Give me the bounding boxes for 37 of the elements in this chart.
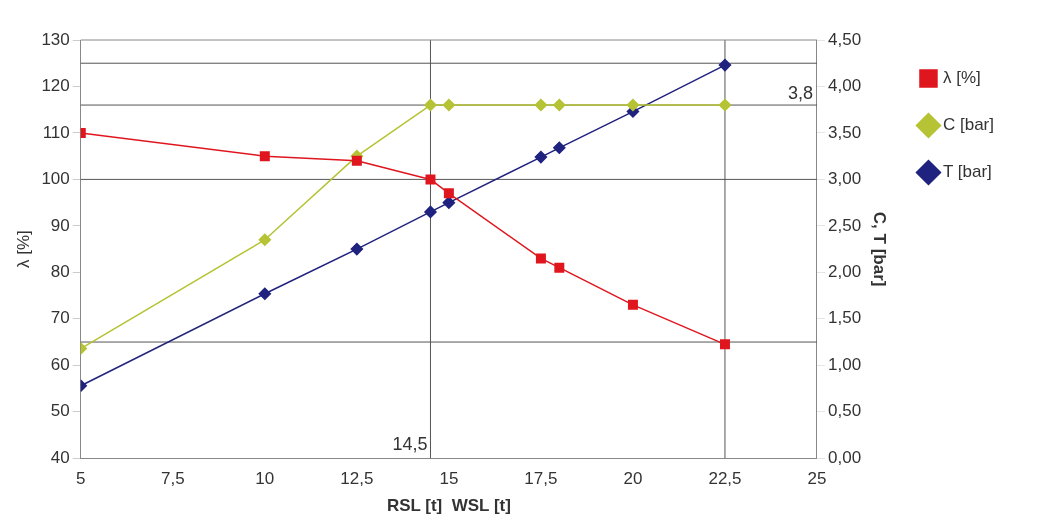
y2-tick-label: 0,00 — [828, 447, 862, 467]
y-tick-label: 100 — [41, 169, 70, 189]
y-tick-label: 80 — [50, 262, 70, 282]
x-tick-label: 10 — [255, 469, 275, 489]
x-tick-label: 25 — [807, 469, 827, 489]
y2-tick-label: 3,00 — [828, 169, 862, 189]
y-tick-label: 70 — [50, 308, 70, 328]
y-tick-label: 40 — [50, 447, 70, 467]
y2-tick-label: 1,50 — [828, 308, 862, 328]
ref-line-label: 14,5 — [392, 434, 428, 455]
y2-tick-label: 1,00 — [828, 354, 862, 374]
y-tick-label: 50 — [50, 401, 70, 421]
y2-tick-label: 4,00 — [828, 76, 862, 96]
x-tick-label: 7,5 — [160, 469, 185, 489]
y2-tick-label: 0,50 — [828, 401, 862, 421]
y2-tick-label: 2,00 — [828, 262, 862, 282]
y-axis-title: λ [%] — [13, 230, 33, 268]
x-tick-label: 22,5 — [708, 469, 742, 489]
x-tick-label: 15 — [439, 469, 459, 489]
x-tick-label: 5 — [76, 469, 86, 489]
legend-label: λ [%] — [942, 68, 981, 88]
x-axis-title: RSL [t] WSL [t] — [386, 496, 511, 516]
x-tick-label: 12,5 — [340, 469, 374, 489]
y-tick-label: 90 — [50, 215, 70, 235]
ref-line-label: 3,8 — [787, 83, 813, 104]
y2-axis-title: C, T [bar] — [869, 211, 889, 287]
y2-tick-label: 4,50 — [828, 29, 862, 49]
y2-tick-label: 3,50 — [828, 122, 862, 142]
y-tick-label: 60 — [50, 354, 70, 374]
legend-label: C [bar] — [942, 115, 995, 135]
y-tick-label: 130 — [41, 29, 70, 49]
y-tick-label: 120 — [41, 76, 70, 96]
x-tick-label: 20 — [623, 469, 643, 489]
y2-tick-label: 2,50 — [828, 215, 862, 235]
x-tick-label: 17,5 — [524, 469, 558, 489]
legend-label: T [bar] — [942, 162, 992, 182]
y-tick-label: 110 — [42, 122, 70, 142]
